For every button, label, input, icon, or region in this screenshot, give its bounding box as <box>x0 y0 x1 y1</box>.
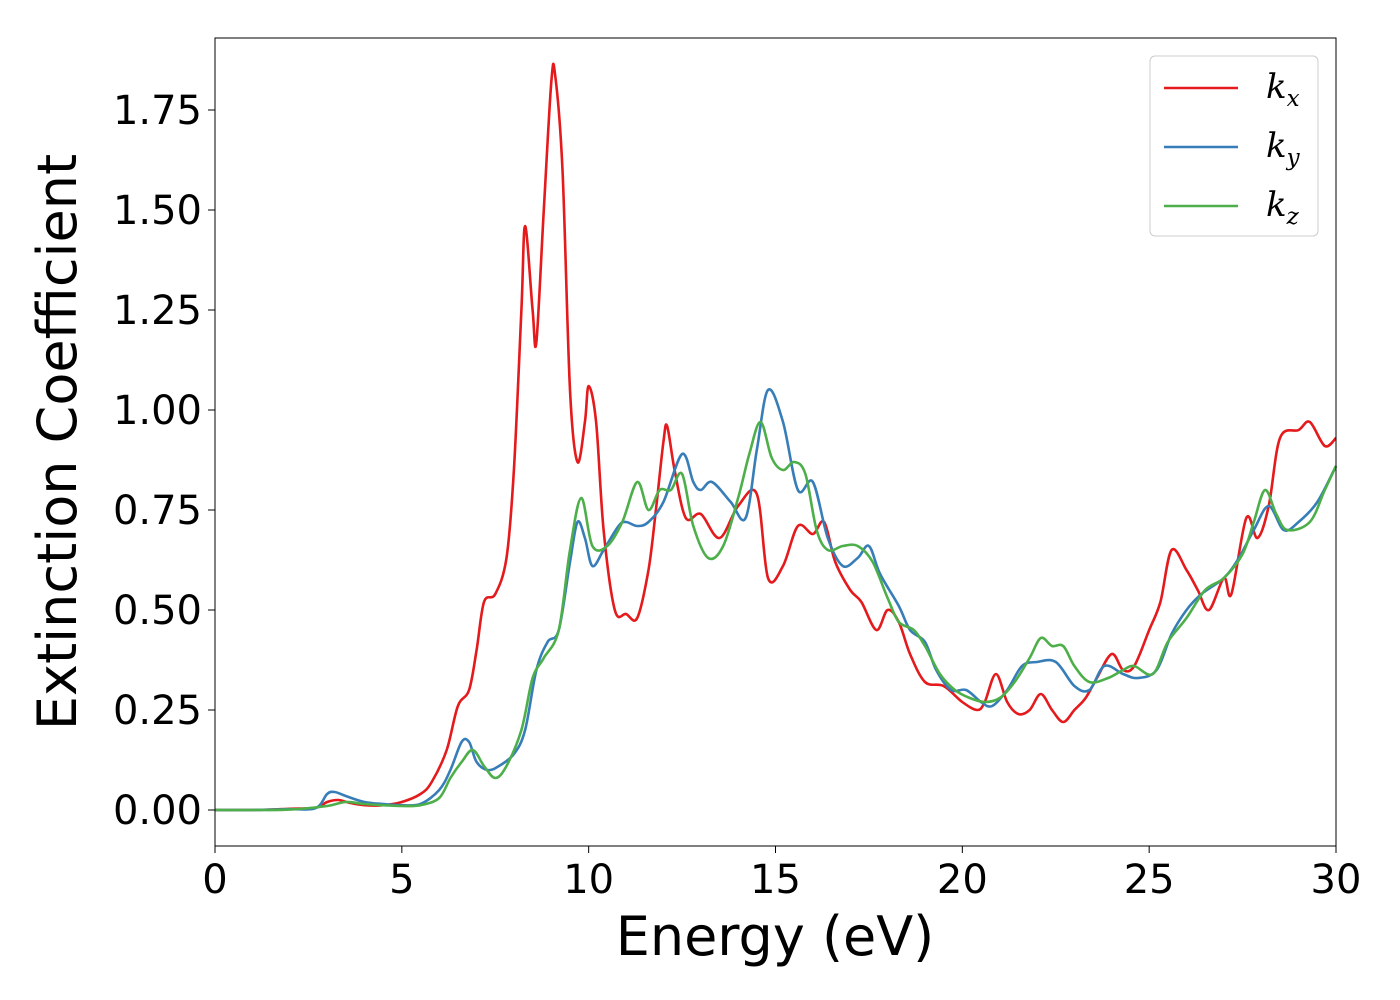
y-axis-ticks: 0.00 0.25 0.50 0.75 1.00 1.25 1.50 1.75 <box>113 88 215 834</box>
series-line-y <box>214 388 1338 812</box>
x-tick-label: 20 <box>937 857 988 903</box>
plot-background <box>215 38 1336 846</box>
x-tick-label: 25 <box>1124 857 1175 903</box>
x-tick-label: 5 <box>389 857 414 903</box>
y-tick-label: 1.50 <box>113 188 202 234</box>
series-line-x <box>214 62 1337 812</box>
y-tick-label: 0.25 <box>113 688 202 734</box>
x-axis-ticks: 0 5 10 15 20 25 30 <box>202 846 1361 903</box>
y-tick-label: 1.75 <box>113 88 202 134</box>
y-tick-label: 0.00 <box>113 788 202 834</box>
x-tick-label: 15 <box>750 857 801 903</box>
y-tick-label: 1.25 <box>113 288 202 334</box>
y-axis-title: Extinction Coefficient <box>26 154 89 730</box>
y-tick-label: 1.00 <box>113 388 202 434</box>
x-axis-title: Energy (eV) <box>616 905 935 968</box>
y-tick-label: 0.75 <box>113 488 202 534</box>
series-line-z <box>214 420 1338 812</box>
plot-lines <box>214 62 1338 812</box>
x-tick-label: 10 <box>563 857 614 903</box>
x-tick-label: 30 <box>1311 857 1362 903</box>
legend-label-y: ky <box>1266 126 1301 171</box>
y-tick-label: 0.50 <box>113 588 202 634</box>
x-tick-label: 0 <box>202 857 227 903</box>
